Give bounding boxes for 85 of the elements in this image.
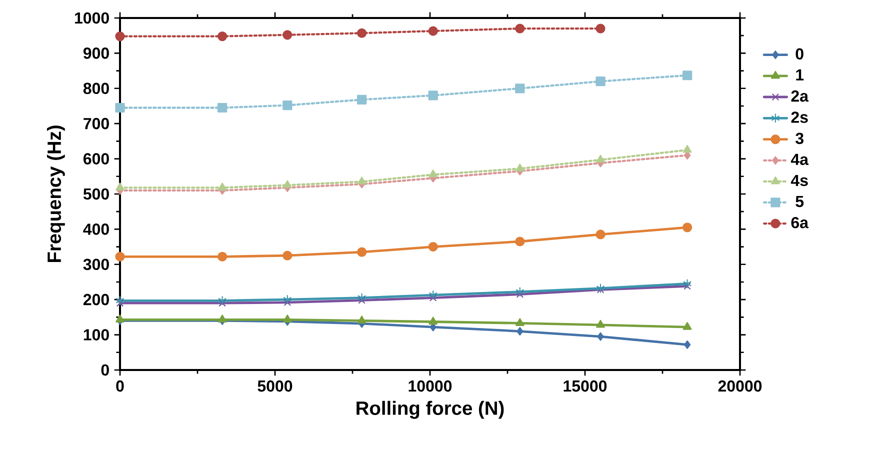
- legend-label: 0: [796, 48, 804, 60]
- y-tick-label: 100: [84, 329, 109, 340]
- point: [515, 84, 525, 94]
- point: [597, 286, 604, 294]
- x-tick-label: 20000: [718, 380, 762, 392]
- point: [218, 252, 228, 262]
- point: [357, 247, 367, 257]
- point: [428, 242, 438, 252]
- point: [428, 26, 438, 36]
- point: [116, 300, 124, 306]
- x-tick-label: 15000: [564, 380, 607, 392]
- point: [357, 316, 366, 324]
- point: [115, 102, 125, 113]
- point: [429, 290, 438, 300]
- point: [218, 31, 228, 42]
- y-tick-label: 600: [83, 153, 109, 164]
- y-tick-label: 400: [83, 224, 109, 235]
- y-tick-label: 300: [83, 258, 109, 270]
- point: [282, 250, 292, 260]
- y-tick-label: 500: [83, 188, 109, 200]
- y-tick-label: 700: [84, 118, 109, 130]
- point: [116, 182, 124, 190]
- point: [596, 284, 604, 293]
- point: [684, 340, 691, 349]
- y-tick-label: 0: [101, 364, 109, 376]
- legend-label: 3: [796, 132, 804, 144]
- point: [428, 90, 438, 100]
- point: [358, 293, 366, 302]
- point: [358, 296, 366, 304]
- legend-label: 4s: [790, 174, 808, 186]
- point: [282, 30, 292, 40]
- legend-label: 4a: [790, 154, 809, 166]
- legend-label: 1: [796, 69, 804, 80]
- point: [282, 180, 292, 188]
- y-tick-label: 800: [83, 82, 109, 94]
- point: [597, 332, 604, 341]
- point: [516, 290, 524, 298]
- point: [357, 176, 366, 184]
- point: [218, 102, 228, 113]
- point: [516, 287, 524, 296]
- point: [428, 316, 438, 325]
- point: [682, 144, 692, 153]
- point: [682, 70, 692, 80]
- point: [516, 327, 524, 336]
- legend-label: 5: [796, 196, 804, 208]
- point: [684, 282, 691, 290]
- x-tick-label: 0: [116, 380, 124, 392]
- point: [284, 299, 291, 306]
- y-tick-label: 1000: [75, 12, 109, 24]
- point: [515, 164, 524, 172]
- y-axis-title: Frequency (Hz): [46, 126, 65, 262]
- point: [596, 154, 605, 163]
- point: [218, 300, 226, 306]
- x-tick-label: 10000: [408, 380, 452, 392]
- point: [116, 314, 124, 322]
- x-axis-title: Rolling force (N): [356, 400, 504, 419]
- point: [218, 182, 227, 190]
- legend-label: 2a: [791, 90, 809, 102]
- point: [596, 24, 606, 34]
- point: [357, 28, 367, 38]
- point: [596, 76, 606, 86]
- y-tick-label: 200: [83, 294, 109, 306]
- point: [357, 94, 367, 104]
- point: [596, 320, 605, 328]
- y-tick-label: 900: [83, 48, 109, 59]
- point: [430, 294, 436, 302]
- point: [596, 230, 606, 240]
- legend-label: 2s: [791, 112, 808, 123]
- point: [515, 24, 525, 34]
- point: [116, 296, 124, 306]
- point: [428, 170, 438, 178]
- legend-label: 6a: [791, 216, 809, 228]
- point: [282, 314, 292, 322]
- point: [218, 314, 227, 322]
- point: [682, 322, 692, 330]
- point: [683, 279, 692, 288]
- point: [682, 222, 692, 232]
- point: [115, 252, 125, 262]
- point: [515, 318, 524, 326]
- point: [282, 100, 292, 110]
- point: [115, 31, 125, 42]
- point: [283, 295, 292, 304]
- x-tick-label: 5000: [258, 380, 292, 392]
- point: [515, 236, 525, 246]
- point: [218, 296, 226, 306]
